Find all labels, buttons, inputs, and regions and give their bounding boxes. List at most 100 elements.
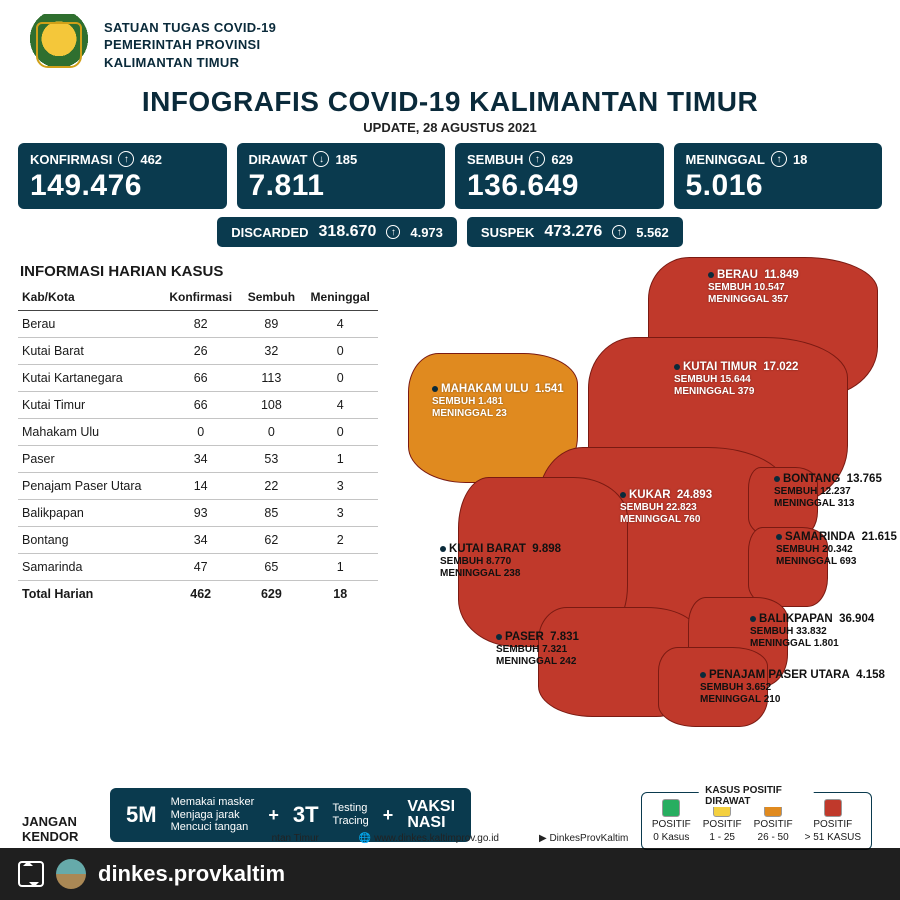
table-cell: 0 <box>161 419 240 446</box>
stat-cards: KONFIRMASI ↑ 462 149.476DIRAWAT ↓ 185 7.… <box>0 143 900 209</box>
dot-icon <box>776 534 782 540</box>
page-title: INFOGRAFIS COVID-19 KALIMANTAN TIMUR <box>0 86 900 118</box>
table-cell: Mahakam Ulu <box>18 419 161 446</box>
stat-delta: 462 <box>140 152 162 167</box>
infographic-page: SATUAN TUGAS COVID-19 PEMERINTAH PROVINS… <box>0 0 900 900</box>
source-mid: ntan Timur <box>272 833 319 844</box>
table-cell: 0 <box>302 338 378 365</box>
table-cell: 65 <box>240 554 302 581</box>
substat-card: SUSPEK 473.276 ↑ 5.562 <box>467 217 683 247</box>
map-region-label: SAMARINDA 21.615SEMBUH 20.342MENINGGAL 6… <box>776 531 897 567</box>
table-cell: Balikpapan <box>18 500 161 527</box>
table-row: Balikpapan93853 <box>18 500 378 527</box>
province-map: BERAU 11.849SEMBUH 10.547MENINGGAL 357KU… <box>388 257 882 607</box>
table-row: Penajam Paser Utara14223 <box>18 473 378 500</box>
arrow-icon: ↑ <box>118 151 134 167</box>
table-header: Meninggal <box>302 284 378 311</box>
stat-value: 7.811 <box>249 169 434 203</box>
dot-icon <box>620 492 626 498</box>
dot-icon <box>432 386 438 392</box>
stat-value: 136.649 <box>467 169 652 203</box>
map-region-label: MAHAKAM ULU 1.541SEMBUH 1.481MENINGGAL 2… <box>432 383 564 419</box>
table-cell: Bontang <box>18 527 161 554</box>
table-cell: Total Harian <box>18 581 161 608</box>
table-cell: 4 <box>302 392 378 419</box>
stat-value: 5.016 <box>686 169 871 203</box>
stat-delta: 18 <box>793 152 807 167</box>
table-cell: 1 <box>302 554 378 581</box>
arrow-icon: ↑ <box>612 225 626 239</box>
stat-delta: 185 <box>335 152 357 167</box>
table-cell: 66 <box>161 365 240 392</box>
table-cell: Paser <box>18 446 161 473</box>
table-cell: 53 <box>240 446 302 473</box>
table-cell: 22 <box>240 473 302 500</box>
stat-label: MENINGGAL <box>686 152 765 167</box>
dot-icon <box>774 476 780 482</box>
substat-value: 318.670 <box>319 223 377 241</box>
table-cell: Berau <box>18 311 161 338</box>
repost-icon <box>18 861 44 887</box>
stat-label: SEMBUH <box>467 152 523 167</box>
table-cell: 0 <box>302 365 378 392</box>
substat-label: SUSPEK <box>481 225 534 240</box>
tips-3t-lines: TestingTracing <box>333 802 369 827</box>
table-total-row: Total Harian46262918 <box>18 581 378 608</box>
table-header: Konfirmasi <box>161 284 240 311</box>
instagram-repost-bar[interactable]: dinkes.provkaltim <box>0 848 900 900</box>
stat-delta: 629 <box>551 152 573 167</box>
map-region-label: BONTANG 13.765SEMBUH 12.237MENINGGAL 313 <box>774 473 882 509</box>
table-cell: 85 <box>240 500 302 527</box>
source-url: www.dinkes.kaltimprov.go.id <box>374 833 499 844</box>
dot-icon <box>440 546 446 552</box>
table-cell: 0 <box>240 419 302 446</box>
map-region-label: PENAJAM PASER UTARA 4.158SEMBUH 3.652MEN… <box>700 669 885 705</box>
substat-value: 473.276 <box>544 223 602 241</box>
table-cell: 113 <box>240 365 302 392</box>
table-cell: 93 <box>161 500 240 527</box>
table-cell: Penajam Paser Utara <box>18 473 161 500</box>
table-cell: 82 <box>161 311 240 338</box>
table-header: Sembuh <box>240 284 302 311</box>
substat-delta: 4.973 <box>410 225 443 240</box>
substat-cards: DISCARDED 318.670 ↑ 4.973 SUSPEK 473.276 … <box>0 209 900 251</box>
map-region-label: KUKAR 24.893SEMBUH 22.823MENINGGAL 760 <box>620 489 712 525</box>
stat-card: MENINGGAL ↑ 18 5.016 <box>674 143 883 209</box>
footer: JANGAN KENDOR 5M Memakai maskerMenjaga j… <box>0 780 900 900</box>
table-cell: 3 <box>302 473 378 500</box>
plus-icon: + <box>383 805 394 826</box>
table-cell: 4 <box>302 311 378 338</box>
map-region-label: PASER 7.831SEMBUH 7.321MENINGGAL 242 <box>496 631 579 667</box>
table-cell: Kutai Barat <box>18 338 161 365</box>
header: SATUAN TUGAS COVID-19 PEMERINTAH PROVINS… <box>0 0 900 80</box>
arrow-icon: ↑ <box>386 225 400 239</box>
dot-icon <box>496 634 502 640</box>
stat-card: SEMBUH ↑ 629 136.649 <box>455 143 664 209</box>
table-title: INFORMASI HARIAN KASUS <box>20 263 378 280</box>
table-row: Mahakam Ulu000 <box>18 419 378 446</box>
source-yt: DinkesProvKaltim <box>549 833 628 844</box>
table-cell: 89 <box>240 311 302 338</box>
table-header: Kab/Kota <box>18 284 161 311</box>
repost-handle: dinkes.provkaltim <box>98 861 285 887</box>
table-cell: 34 <box>161 446 240 473</box>
table-cell: 629 <box>240 581 302 608</box>
header-line3: KALIMANTAN TIMUR <box>104 54 276 72</box>
legend-swatch <box>824 799 842 817</box>
table-row: Berau82894 <box>18 311 378 338</box>
map-panel: BERAU 11.849SEMBUH 10.547MENINGGAL 357KU… <box>388 257 882 607</box>
arrow-icon: ↑ <box>771 151 787 167</box>
tips-3t: 3T <box>293 802 319 828</box>
substat-card: DISCARDED 318.670 ↑ 4.973 <box>217 217 457 247</box>
legend-title: KASUS POSITIF DIRAWAT <box>699 785 814 807</box>
arrow-icon: ↑ <box>529 151 545 167</box>
province-crest-icon <box>28 14 90 76</box>
table-cell: 62 <box>240 527 302 554</box>
main-body: INFORMASI HARIAN KASUS Kab/KotaKonfirmas… <box>0 251 900 607</box>
table-row: Samarinda47651 <box>18 554 378 581</box>
source-bar: ntan Timur 🌐 www.dinkes.kaltimprov.go.id… <box>0 828 900 848</box>
table-cell: 0 <box>302 419 378 446</box>
plus-icon: + <box>268 805 279 826</box>
stat-value: 149.476 <box>30 169 215 203</box>
header-line1: SATUAN TUGAS COVID-19 <box>104 19 276 37</box>
